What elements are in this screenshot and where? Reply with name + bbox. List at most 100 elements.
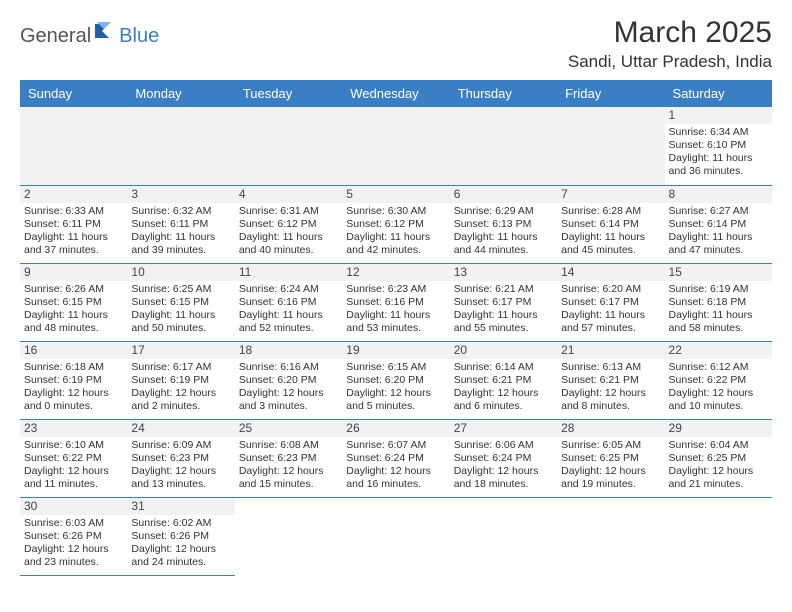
sunrise-text: Sunrise: 6:18 AM [24, 361, 123, 374]
day-number: 21 [557, 342, 664, 359]
day-number: 23 [20, 420, 127, 437]
calendar-cell: 24Sunrise: 6:09 AMSunset: 6:23 PMDayligh… [127, 419, 234, 497]
sunrise-text: Sunrise: 6:10 AM [24, 439, 123, 452]
sunrise-text: Sunrise: 6:20 AM [561, 283, 660, 296]
daylight-text: and 2 minutes. [131, 400, 230, 413]
day-number: 29 [665, 420, 772, 437]
sunrise-text: Sunrise: 6:04 AM [669, 439, 768, 452]
sunset-text: Sunset: 6:11 PM [131, 218, 230, 231]
sunset-text: Sunset: 6:19 PM [24, 374, 123, 387]
daylight-text: and 18 minutes. [454, 478, 553, 491]
daylight-text: Daylight: 11 hours [454, 309, 553, 322]
col-sunday: Sunday [20, 80, 127, 107]
daylight-text: Daylight: 11 hours [669, 152, 768, 165]
calendar-cell: 12Sunrise: 6:23 AMSunset: 6:16 PMDayligh… [342, 263, 449, 341]
sunrise-text: Sunrise: 6:13 AM [561, 361, 660, 374]
daylight-text: Daylight: 12 hours [561, 465, 660, 478]
daylight-text: and 0 minutes. [24, 400, 123, 413]
daylight-text: Daylight: 12 hours [131, 465, 230, 478]
sunrise-text: Sunrise: 6:30 AM [346, 205, 445, 218]
calendar-cell: 15Sunrise: 6:19 AMSunset: 6:18 PMDayligh… [665, 263, 772, 341]
calendar-cell: 2Sunrise: 6:33 AMSunset: 6:11 PMDaylight… [20, 185, 127, 263]
calendar-cell [342, 497, 449, 575]
day-number: 6 [450, 186, 557, 203]
calendar-cell: 9Sunrise: 6:26 AMSunset: 6:15 PMDaylight… [20, 263, 127, 341]
sunrise-text: Sunrise: 6:03 AM [24, 517, 123, 530]
calendar-cell: 19Sunrise: 6:15 AMSunset: 6:20 PMDayligh… [342, 341, 449, 419]
calendar-cell [342, 107, 449, 185]
daylight-text: Daylight: 11 hours [346, 309, 445, 322]
sunset-text: Sunset: 6:14 PM [669, 218, 768, 231]
day-number: 27 [450, 420, 557, 437]
daylight-text: Daylight: 12 hours [131, 387, 230, 400]
calendar-cell: 25Sunrise: 6:08 AMSunset: 6:23 PMDayligh… [235, 419, 342, 497]
daylight-text: Daylight: 11 hours [454, 231, 553, 244]
sunset-text: Sunset: 6:10 PM [669, 139, 768, 152]
calendar-body: 1Sunrise: 6:34 AMSunset: 6:10 PMDaylight… [20, 107, 772, 575]
day-number: 31 [127, 498, 234, 515]
daylight-text: and 39 minutes. [131, 244, 230, 257]
daylight-text: Daylight: 12 hours [24, 387, 123, 400]
daylight-text: and 13 minutes. [131, 478, 230, 491]
col-saturday: Saturday [665, 80, 772, 107]
sunset-text: Sunset: 6:22 PM [669, 374, 768, 387]
daylight-text: and 52 minutes. [239, 322, 338, 335]
daylight-text: and 37 minutes. [24, 244, 123, 257]
daylight-text: Daylight: 11 hours [24, 231, 123, 244]
calendar-cell: 16 Sunrise: 6:18 AMSunset: 6:19 PMDayligh… [20, 341, 127, 419]
daylight-text: and 48 minutes. [24, 322, 123, 335]
calendar-cell: 8Sunrise: 6:27 AMSunset: 6:14 PMDaylight… [665, 185, 772, 263]
daylight-text: and 16 minutes. [346, 478, 445, 491]
sunrise-text: Sunrise: 6:19 AM [669, 283, 768, 296]
daylight-text: and 53 minutes. [346, 322, 445, 335]
sunrise-text: Sunrise: 6:33 AM [24, 205, 123, 218]
calendar-cell: 4Sunrise: 6:31 AMSunset: 6:12 PMDaylight… [235, 185, 342, 263]
daylight-text: Daylight: 12 hours [346, 387, 445, 400]
daylight-text: and 5 minutes. [346, 400, 445, 413]
header: General Blue March 2025 Sandi, Uttar Pra… [20, 16, 772, 72]
day-number: 16 [20, 342, 127, 359]
daylight-text: Daylight: 12 hours [24, 465, 123, 478]
calendar-cell: 10Sunrise: 6:25 AMSunset: 6:15 PMDayligh… [127, 263, 234, 341]
calendar-row: 9Sunrise: 6:26 AMSunset: 6:15 PMDaylight… [20, 263, 772, 341]
daylight-text: Daylight: 12 hours [239, 465, 338, 478]
sunset-text: Sunset: 6:21 PM [454, 374, 553, 387]
calendar-cell: 1Sunrise: 6:34 AMSunset: 6:10 PMDaylight… [665, 107, 772, 185]
sunset-text: Sunset: 6:20 PM [239, 374, 338, 387]
calendar-cell: 11Sunrise: 6:24 AMSunset: 6:16 PMDayligh… [235, 263, 342, 341]
day-number: 30 [20, 498, 127, 515]
flag-icon [95, 22, 117, 43]
sunrise-text: Sunrise: 6:06 AM [454, 439, 553, 452]
daylight-text: Daylight: 12 hours [239, 387, 338, 400]
daylight-text: Daylight: 12 hours [669, 387, 768, 400]
daylight-text: and 3 minutes. [239, 400, 338, 413]
day-number: 5 [342, 186, 449, 203]
sunrise-text: Sunrise: 6:27 AM [669, 205, 768, 218]
daylight-text: Daylight: 11 hours [669, 231, 768, 244]
day-number: 26 [342, 420, 449, 437]
col-wednesday: Wednesday [342, 80, 449, 107]
calendar-cell [450, 107, 557, 185]
daylight-text: and 50 minutes. [131, 322, 230, 335]
sunset-text: Sunset: 6:22 PM [24, 452, 123, 465]
daylight-text: Daylight: 12 hours [454, 387, 553, 400]
calendar-row: 1Sunrise: 6:34 AMSunset: 6:10 PMDaylight… [20, 107, 772, 185]
calendar-cell: 21Sunrise: 6:13 AMSunset: 6:21 PMDayligh… [557, 341, 664, 419]
calendar-cell: 6Sunrise: 6:29 AMSunset: 6:13 PMDaylight… [450, 185, 557, 263]
day-number: 14 [557, 264, 664, 281]
day-number: 9 [20, 264, 127, 281]
sunrise-text: Sunrise: 6:32 AM [131, 205, 230, 218]
day-number: 19 [342, 342, 449, 359]
sunrise-text: Sunrise: 6:28 AM [561, 205, 660, 218]
logo-text-general: General [20, 25, 91, 48]
logo: General Blue [20, 22, 159, 51]
month-title: March 2025 [568, 16, 772, 50]
sunset-text: Sunset: 6:19 PM [131, 374, 230, 387]
calendar-cell [665, 497, 772, 575]
daylight-text: and 10 minutes. [669, 400, 768, 413]
daylight-text: Daylight: 12 hours [24, 543, 123, 556]
day-number: 1 [665, 107, 772, 124]
calendar-cell [127, 107, 234, 185]
calendar-cell: 28Sunrise: 6:05 AMSunset: 6:25 PMDayligh… [557, 419, 664, 497]
sunrise-text: Sunrise: 6:29 AM [454, 205, 553, 218]
